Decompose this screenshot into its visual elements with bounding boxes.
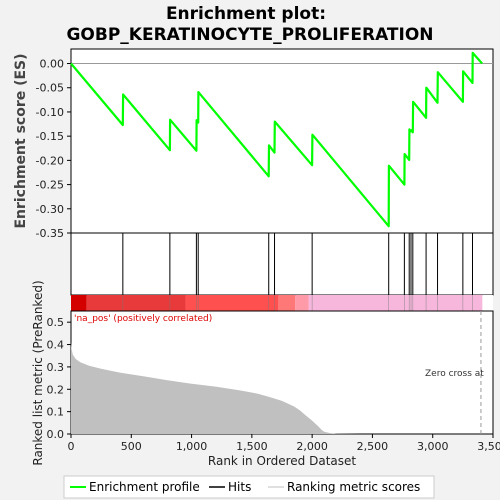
legend-label-enrichment: Enrichment profile xyxy=(89,480,200,494)
zero-cross-label: Zero cross at xyxy=(425,369,484,379)
x-tick-label: 1,500 xyxy=(236,440,268,453)
heatmap-segment xyxy=(86,295,186,311)
metric-y-tick-label: 0.5 xyxy=(47,316,65,329)
es-y-axis-label: Enrichment score (ES) xyxy=(13,53,29,228)
x-tick-label: 500 xyxy=(121,440,142,453)
es-y-tick-label: -0.20 xyxy=(36,154,64,167)
heatmap-segment xyxy=(295,295,309,311)
enrichment-profile-line xyxy=(70,51,483,228)
es-y-tick-label: -0.15 xyxy=(36,130,64,143)
metric-y-tick-label: 0.0 xyxy=(47,428,65,441)
x-tick-label: 2,000 xyxy=(296,440,328,453)
es-plot-area xyxy=(70,48,494,234)
es-y-tick-label: 0.00 xyxy=(40,58,65,71)
legend-label-hits: Hits xyxy=(228,480,251,494)
heatmap-segment xyxy=(278,295,296,311)
positive-correlation-label: 'na_pos' (positively correlated) xyxy=(74,314,212,324)
metric-y-tick-label: 0.2 xyxy=(47,383,65,396)
hits-plot-area xyxy=(70,232,494,296)
legend: Enrichment profile Hits Ranking metric s… xyxy=(63,475,435,499)
ranking-metric-area xyxy=(71,342,483,434)
metric-y-tick-label: 0.4 xyxy=(47,339,65,352)
es-y-tick-label: -0.35 xyxy=(36,227,64,240)
metric-y-tick-label: 0.1 xyxy=(47,406,65,419)
heatmap-segment xyxy=(185,295,279,311)
x-tick-label: 2,500 xyxy=(357,440,389,453)
hits-panel xyxy=(70,232,494,296)
x-tick-label: 0 xyxy=(68,440,75,453)
heatmap-segment xyxy=(308,295,483,311)
heatmap-segment xyxy=(71,295,87,311)
legend-box xyxy=(63,475,435,499)
es-panel: 0.00 -0.05 -0.10 -0.15 -0.20 -0.25 -0.30 -0.35 xyxy=(36,48,494,240)
x-axis-label: Rank in Ordered Dataset xyxy=(208,454,356,468)
title-line-1: Enrichment plot: xyxy=(166,4,326,24)
metric-y-axis-label: Ranked list metric (PreRanked) xyxy=(31,280,45,465)
x-tick-label: 3,000 xyxy=(417,440,449,453)
es-y-tick-label: -0.10 xyxy=(36,106,64,119)
rank-heatmap-bar xyxy=(71,295,493,311)
es-y-tick-label: -0.05 xyxy=(36,82,64,95)
legend-label-ranking: Ranking metric scores xyxy=(287,480,420,494)
es-y-tick-label: -0.25 xyxy=(36,179,64,192)
heatmap-tail xyxy=(482,295,493,311)
x-tick-label: 3,500 xyxy=(477,440,500,453)
metric-panel: 0.0 0.1 0.2 0.3 0.4 0.5 0 500 1,000 1,500 2,000 2,5… xyxy=(47,310,500,453)
title-line-2: GOBP_KERATINOCYTE_PROLIFERATION xyxy=(66,25,433,45)
x-tick-label: 1,000 xyxy=(176,440,208,453)
metric-y-tick-label: 0.3 xyxy=(47,361,65,374)
es-y-tick-label: -0.30 xyxy=(36,203,64,216)
